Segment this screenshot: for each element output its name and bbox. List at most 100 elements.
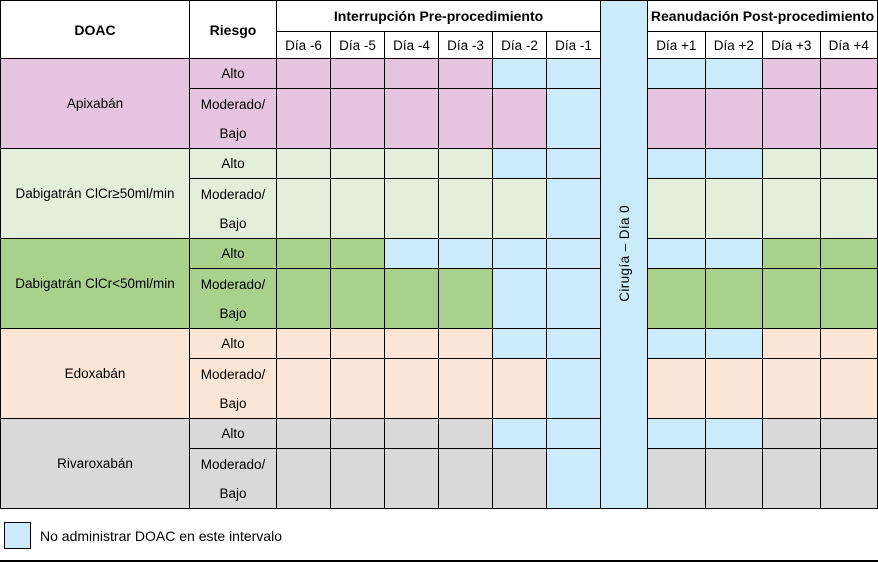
doac-dose-cell (762, 418, 821, 449)
schedule-row: Moderado/Bajo (1, 448, 878, 509)
risk-level-label: Alto (221, 156, 245, 171)
doac-dose-cell (276, 88, 331, 149)
day-header-post-1: Día +1 (647, 31, 706, 59)
doac-dose-cell (276, 418, 331, 449)
doac-dose-cell (647, 268, 706, 329)
schedule-row: Edoxabán Alto (0, 328, 878, 419)
no-doac-cell (704, 328, 764, 359)
doac-dose-cell (330, 418, 385, 449)
drug-name-cell: Dabigatrán ClCr≥50ml/min (0, 148, 190, 239)
doac-dose-cell (330, 328, 385, 359)
doac-dose-cell (276, 448, 331, 509)
schedule-row: Apixabán Alto (0, 58, 878, 149)
no-doac-cell (545, 238, 602, 269)
doac-dose-cell (492, 178, 547, 239)
doac-dose-cell (762, 178, 821, 239)
doac-dose-cell (330, 238, 385, 269)
surgery-day0-label: Cirugía – Día 0 (616, 204, 632, 302)
doac-dose-cell (438, 328, 493, 359)
doac-dose-cell (438, 148, 493, 179)
doac-dose-cell (276, 268, 331, 329)
risk-level-label: Alto (221, 336, 245, 351)
no-doac-cell (545, 448, 602, 509)
doac-dose-cell (438, 268, 493, 329)
doac-dose-cell (438, 178, 493, 239)
doac-dose-cell (819, 328, 878, 359)
doac-dose-cell (762, 58, 821, 89)
risk-level-label: Alto (221, 246, 245, 261)
doac-dose-cell (762, 148, 821, 179)
risk-level-cell: Alto (189, 418, 277, 449)
no-doac-cell (545, 268, 602, 329)
doac-dose-cell (492, 358, 547, 419)
doac-dose-cell (762, 358, 821, 419)
doac-schedule-table: DOAC Riesgo Interrupción Pre-procedimien… (0, 0, 878, 509)
no-doac-cell (545, 178, 602, 239)
doac-dose-cell (762, 88, 821, 149)
doac-dose-cell (438, 58, 493, 89)
no-doac-cell (704, 58, 764, 89)
day-header-post-2: Día +2 (704, 31, 764, 59)
risk-level-label: Bajo (219, 395, 247, 411)
doac-dose-cell (492, 88, 547, 149)
schedule-row: Dabigatrán ClCr<50ml/min Alto (0, 238, 878, 329)
risk-level-cell: Alto (189, 238, 277, 269)
doac-dose-cell (819, 58, 878, 89)
no-doac-cell (545, 328, 602, 359)
no-doac-cell (704, 148, 764, 179)
schedule-row: Moderado/Bajo (1, 178, 878, 239)
risk-level-label: Bajo (219, 215, 247, 231)
risk-level-label: Moderado/ (200, 366, 266, 382)
doac-dose-cell (330, 268, 385, 329)
doac-dose-cell (276, 238, 331, 269)
schedule-row: Rivaroxabán Alto (0, 418, 878, 509)
legend: No administrar DOAC en este intervalo (4, 522, 282, 549)
risk-level-label: Alto (221, 426, 245, 441)
doac-dose-cell (276, 328, 331, 359)
doac-dose-cell (704, 88, 764, 149)
doac-dose-cell (704, 448, 764, 509)
no-doac-cell (492, 328, 547, 359)
doac-dose-cell (384, 58, 439, 89)
pre-procedure-group-header: Interrupción Pre-procedimiento (275, 0, 602, 32)
doac-dose-cell (762, 268, 821, 329)
risk-level-label: Moderado/ (200, 186, 266, 202)
doac-dose-cell (819, 238, 878, 269)
drug-name-cell: Edoxabán (0, 328, 190, 419)
doac-dose-cell (330, 448, 385, 509)
doac-dose-cell (819, 268, 878, 329)
doac-dose-cell (762, 328, 821, 359)
no-doac-cell (492, 238, 547, 269)
page-bottom-border (0, 560, 878, 562)
table-body: DOAC Riesgo Interrupción Pre-procedimien… (0, 0, 878, 509)
risk-level-cell: Alto (189, 328, 277, 359)
schedule-row: Moderado/Bajo (1, 358, 878, 419)
drug-name-cell: Dabigatrán ClCr<50ml/min (0, 238, 190, 329)
doac-dose-cell (819, 88, 878, 149)
doac-dose-cell (330, 58, 385, 89)
risk-level-cell: Moderado/Bajo (189, 268, 277, 329)
doac-dose-cell (330, 358, 385, 419)
doac-dose-cell (438, 88, 493, 149)
no-doac-cell (492, 418, 547, 449)
risk-level-label: Moderado/ (200, 276, 266, 292)
risk-level-cell: Moderado/Bajo (189, 448, 277, 509)
risk-level-label: Moderado/ (200, 456, 266, 472)
doac-dose-cell (647, 88, 706, 149)
doac-dose-cell (384, 418, 439, 449)
group-header-row: DOAC Riesgo Interrupción Pre-procedimien… (0, 0, 878, 509)
doac-dose-cell (384, 328, 439, 359)
doac-dose-cell (704, 358, 764, 419)
doac-dose-cell (276, 58, 331, 89)
day-header-post-4: Día +4 (819, 31, 878, 59)
doac-dose-cell (647, 358, 706, 419)
riesgo-column-header: Riesgo (189, 0, 277, 59)
day-header-pre-2: Día -2 (492, 31, 547, 59)
day-header-row: Día -6 Día -5 Día -4 Día -3 Día -2 Día -… (1, 31, 878, 59)
risk-level-label: Bajo (219, 125, 247, 141)
no-doac-cell (492, 148, 547, 179)
no-doac-cell (545, 358, 602, 419)
doac-dose-cell (704, 178, 764, 239)
doac-dose-cell (819, 148, 878, 179)
schedule-row: Dabigatrán ClCr≥50ml/min Alto (0, 148, 878, 239)
